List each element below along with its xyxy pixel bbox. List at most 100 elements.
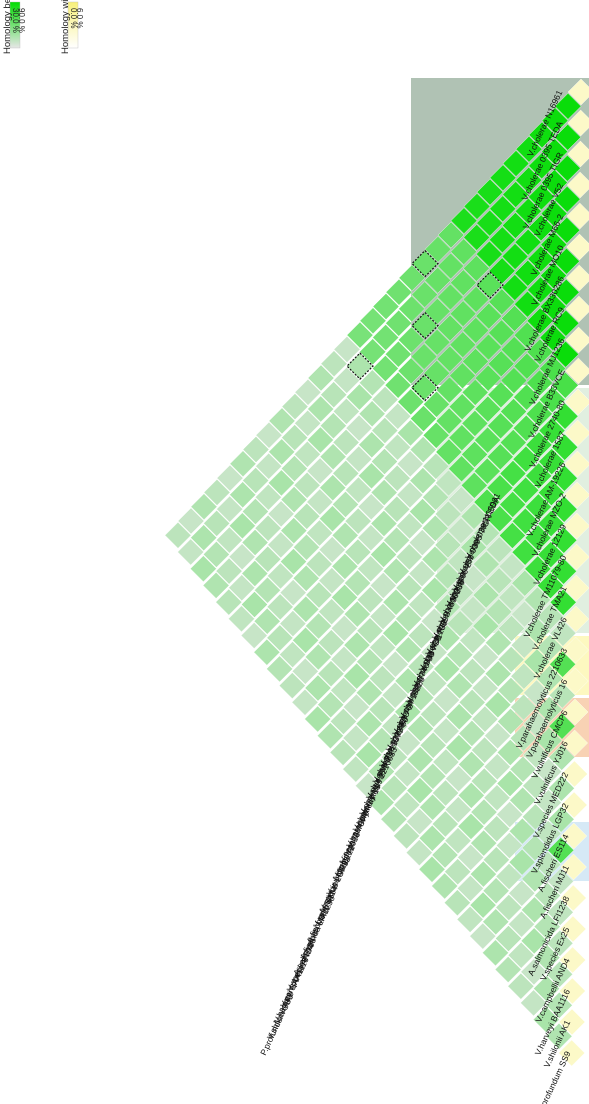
heatmap-cell — [433, 624, 461, 652]
heatmap-cell — [319, 474, 347, 501]
heatmap-cell — [540, 262, 567, 289]
heatmap-cell — [418, 856, 446, 883]
heatmap-cell — [177, 538, 204, 566]
heatmap-cell — [229, 481, 256, 509]
heatmap-cell — [462, 286, 490, 313]
highlight-cell — [411, 249, 439, 278]
heatmap-cell — [526, 369, 553, 397]
heatmap-cell — [523, 710, 550, 738]
heatmap-cell — [370, 479, 398, 506]
heatmap-cell-within — [563, 543, 589, 571]
heatmap-cell-within — [562, 574, 589, 602]
heatmap-cell — [397, 419, 424, 447]
heatmap-cell — [241, 591, 268, 618]
heatmap-cell — [333, 336, 361, 363]
heatmap-cell — [554, 155, 581, 182]
heatmap-cell — [368, 727, 396, 754]
heatmap-cell — [318, 598, 345, 625]
heatmap-cell-within — [564, 450, 589, 478]
heatmap-cell — [473, 550, 500, 578]
heatmap-cell — [294, 410, 321, 437]
heatmap-cell — [344, 569, 371, 597]
heatmap-cell — [447, 579, 474, 606]
heatmap-cell — [368, 758, 395, 785]
heatmap-cell — [502, 181, 529, 208]
heatmap-cell — [535, 758, 562, 785]
heatmap-cell — [359, 338, 386, 366]
heatmap-cell — [424, 236, 452, 263]
heatmap-cell — [520, 958, 548, 986]
heatmap-cell — [406, 746, 434, 773]
heatmap-cell — [436, 345, 464, 373]
heatmap-cell — [422, 484, 449, 511]
heatmap-cell — [541, 138, 568, 165]
heatmap-cell — [372, 324, 399, 351]
heatmap-cell — [449, 331, 477, 358]
heatmap-cell — [255, 452, 282, 480]
heatmap-cell-within — [561, 760, 588, 788]
heatmap-cell — [355, 741, 383, 769]
heatmap-cell-within — [560, 853, 587, 881]
heatmap-cell — [541, 169, 568, 196]
heatmap-cell — [332, 460, 360, 487]
heatmap-cell — [510, 662, 538, 690]
heatmap-cell — [521, 865, 549, 893]
heatmap-cell — [355, 710, 383, 738]
heatmap-cell — [498, 584, 526, 611]
heatmap-cell — [255, 421, 283, 449]
heatmap-cell — [203, 510, 230, 537]
heatmap-cell — [393, 822, 420, 850]
legend-between-max: 90.0 % — [17, 8, 26, 33]
heatmap-cell — [406, 839, 433, 866]
heatmap-cell — [458, 751, 485, 778]
highlight-cell — [476, 271, 504, 299]
heatmap-cell — [279, 672, 306, 699]
highlighted-cells — [346, 249, 504, 402]
heatmap-cell — [512, 476, 539, 504]
heatmap-cell — [463, 224, 490, 251]
heatmap-cell — [513, 414, 540, 442]
heatmap-cell — [433, 655, 461, 683]
heatmap-cell — [537, 541, 565, 568]
heatmap-cell — [498, 615, 525, 642]
heatmap-cell — [359, 307, 387, 335]
heatmap-cell — [494, 956, 522, 983]
heatmap-cell — [496, 832, 523, 859]
heatmap-cell — [539, 355, 566, 382]
heatmap-cell — [487, 412, 514, 440]
heatmap-cell — [422, 422, 450, 449]
heatmap-cell — [346, 321, 374, 349]
heatmap-cell — [500, 367, 528, 394]
heatmap-cell — [448, 393, 476, 420]
heatmap-cell — [444, 858, 471, 885]
heatmap-cell — [495, 894, 523, 921]
heatmap-cell — [281, 424, 308, 451]
heatmap-cell — [471, 767, 498, 795]
heatmap-cell — [421, 608, 448, 635]
legend-within-min: 0.0 % — [69, 8, 78, 28]
heatmap-cell — [470, 798, 498, 826]
heatmap-cell — [281, 455, 308, 482]
heatmap-cell — [445, 734, 473, 761]
heatmap-cell — [395, 636, 422, 664]
heatmap-cell — [381, 681, 409, 709]
heatmap-cell — [368, 696, 396, 723]
heatmap-cell — [432, 717, 460, 745]
heatmap-cell — [240, 622, 268, 649]
heatmap-cell — [474, 457, 501, 485]
heatmap-cell — [333, 367, 360, 394]
heatmap-cell — [512, 507, 539, 535]
heatmap-cell — [447, 517, 475, 544]
heatmap-cell — [484, 722, 511, 750]
heatmap-cell — [358, 431, 386, 459]
heatmap-cell — [545, 1023, 573, 1050]
heatmap-cell — [305, 550, 333, 578]
heatmap-cell-within — [566, 202, 589, 230]
heatmap-cell-within — [562, 605, 589, 633]
heatmap-cell — [501, 305, 528, 332]
heatmap-cell — [398, 326, 425, 354]
heatmap-cell — [317, 691, 344, 718]
heatmap-cell — [293, 534, 320, 561]
heatmap-cell — [280, 486, 308, 513]
heatmap-cell — [447, 548, 474, 575]
